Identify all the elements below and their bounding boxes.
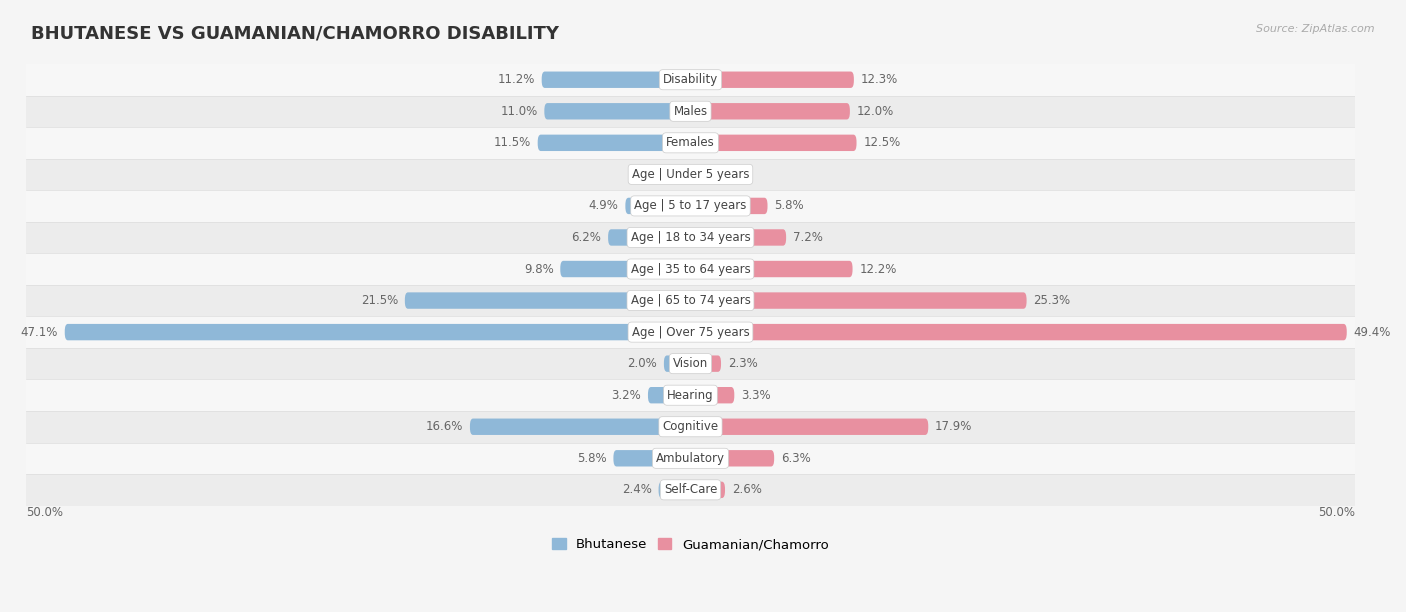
FancyBboxPatch shape [690, 419, 928, 435]
Text: 5.8%: 5.8% [775, 200, 804, 212]
FancyBboxPatch shape [675, 166, 690, 182]
Text: 7.2%: 7.2% [793, 231, 823, 244]
Text: 47.1%: 47.1% [21, 326, 58, 338]
Bar [27, 159, 1355, 190]
Text: 16.6%: 16.6% [426, 420, 464, 433]
Text: 11.5%: 11.5% [494, 136, 531, 149]
FancyBboxPatch shape [690, 166, 706, 182]
FancyBboxPatch shape [405, 293, 690, 309]
Text: 3.3%: 3.3% [741, 389, 770, 401]
FancyBboxPatch shape [560, 261, 690, 277]
FancyBboxPatch shape [690, 387, 734, 403]
Text: 25.3%: 25.3% [1033, 294, 1070, 307]
Bar [27, 316, 1355, 348]
Legend: Bhutanese, Guamanian/Chamorro: Bhutanese, Guamanian/Chamorro [547, 533, 834, 556]
Text: Hearing: Hearing [668, 389, 714, 401]
Text: 1.2%: 1.2% [638, 168, 668, 181]
FancyBboxPatch shape [690, 293, 1026, 309]
Text: Age | 5 to 17 years: Age | 5 to 17 years [634, 200, 747, 212]
Text: BHUTANESE VS GUAMANIAN/CHAMORRO DISABILITY: BHUTANESE VS GUAMANIAN/CHAMORRO DISABILI… [31, 24, 560, 42]
FancyBboxPatch shape [537, 135, 690, 151]
Text: 4.9%: 4.9% [589, 200, 619, 212]
Text: 1.2%: 1.2% [713, 168, 742, 181]
Text: Females: Females [666, 136, 714, 149]
Text: Vision: Vision [673, 357, 709, 370]
FancyBboxPatch shape [690, 230, 786, 245]
Text: 21.5%: 21.5% [361, 294, 398, 307]
Bar [27, 127, 1355, 159]
Text: Self-Care: Self-Care [664, 483, 717, 496]
Bar [27, 64, 1355, 95]
Text: Age | 18 to 34 years: Age | 18 to 34 years [631, 231, 751, 244]
FancyBboxPatch shape [648, 387, 690, 403]
Text: 17.9%: 17.9% [935, 420, 973, 433]
Text: Disability: Disability [662, 73, 718, 86]
FancyBboxPatch shape [690, 356, 721, 372]
Text: Age | 65 to 74 years: Age | 65 to 74 years [630, 294, 751, 307]
Text: 49.4%: 49.4% [1354, 326, 1391, 338]
Bar [27, 253, 1355, 285]
Bar [27, 411, 1355, 442]
Text: 2.6%: 2.6% [731, 483, 762, 496]
Text: 11.0%: 11.0% [501, 105, 537, 118]
Text: Ambulatory: Ambulatory [657, 452, 725, 465]
Text: 2.0%: 2.0% [627, 357, 657, 370]
FancyBboxPatch shape [658, 482, 690, 498]
FancyBboxPatch shape [690, 103, 849, 119]
Text: 6.3%: 6.3% [780, 452, 810, 465]
Text: 2.4%: 2.4% [621, 483, 652, 496]
FancyBboxPatch shape [690, 261, 852, 277]
Text: 12.3%: 12.3% [860, 73, 898, 86]
Text: 11.2%: 11.2% [498, 73, 536, 86]
Bar [27, 442, 1355, 474]
Text: 12.0%: 12.0% [856, 105, 894, 118]
FancyBboxPatch shape [690, 324, 1347, 340]
Text: 5.8%: 5.8% [576, 452, 607, 465]
FancyBboxPatch shape [613, 450, 690, 466]
FancyBboxPatch shape [609, 230, 690, 245]
FancyBboxPatch shape [470, 419, 690, 435]
Bar [27, 285, 1355, 316]
Bar [27, 474, 1355, 506]
Text: 6.2%: 6.2% [572, 231, 602, 244]
Text: 2.3%: 2.3% [728, 357, 758, 370]
FancyBboxPatch shape [626, 198, 690, 214]
FancyBboxPatch shape [664, 356, 690, 372]
FancyBboxPatch shape [690, 135, 856, 151]
Text: 9.8%: 9.8% [524, 263, 554, 275]
FancyBboxPatch shape [690, 482, 725, 498]
Text: Age | Over 75 years: Age | Over 75 years [631, 326, 749, 338]
Text: 50.0%: 50.0% [27, 506, 63, 518]
Text: Males: Males [673, 105, 707, 118]
Bar [27, 379, 1355, 411]
FancyBboxPatch shape [690, 450, 775, 466]
FancyBboxPatch shape [541, 72, 690, 88]
Bar [27, 95, 1355, 127]
Text: 3.2%: 3.2% [612, 389, 641, 401]
Text: Age | 35 to 64 years: Age | 35 to 64 years [631, 263, 751, 275]
FancyBboxPatch shape [65, 324, 690, 340]
FancyBboxPatch shape [690, 198, 768, 214]
Text: 50.0%: 50.0% [1317, 506, 1355, 518]
FancyBboxPatch shape [690, 72, 853, 88]
Text: 12.2%: 12.2% [859, 263, 897, 275]
Bar [27, 222, 1355, 253]
Bar [27, 348, 1355, 379]
Text: Cognitive: Cognitive [662, 420, 718, 433]
Text: Source: ZipAtlas.com: Source: ZipAtlas.com [1257, 24, 1375, 34]
FancyBboxPatch shape [544, 103, 690, 119]
Bar [27, 190, 1355, 222]
Text: Age | Under 5 years: Age | Under 5 years [631, 168, 749, 181]
Text: 12.5%: 12.5% [863, 136, 900, 149]
